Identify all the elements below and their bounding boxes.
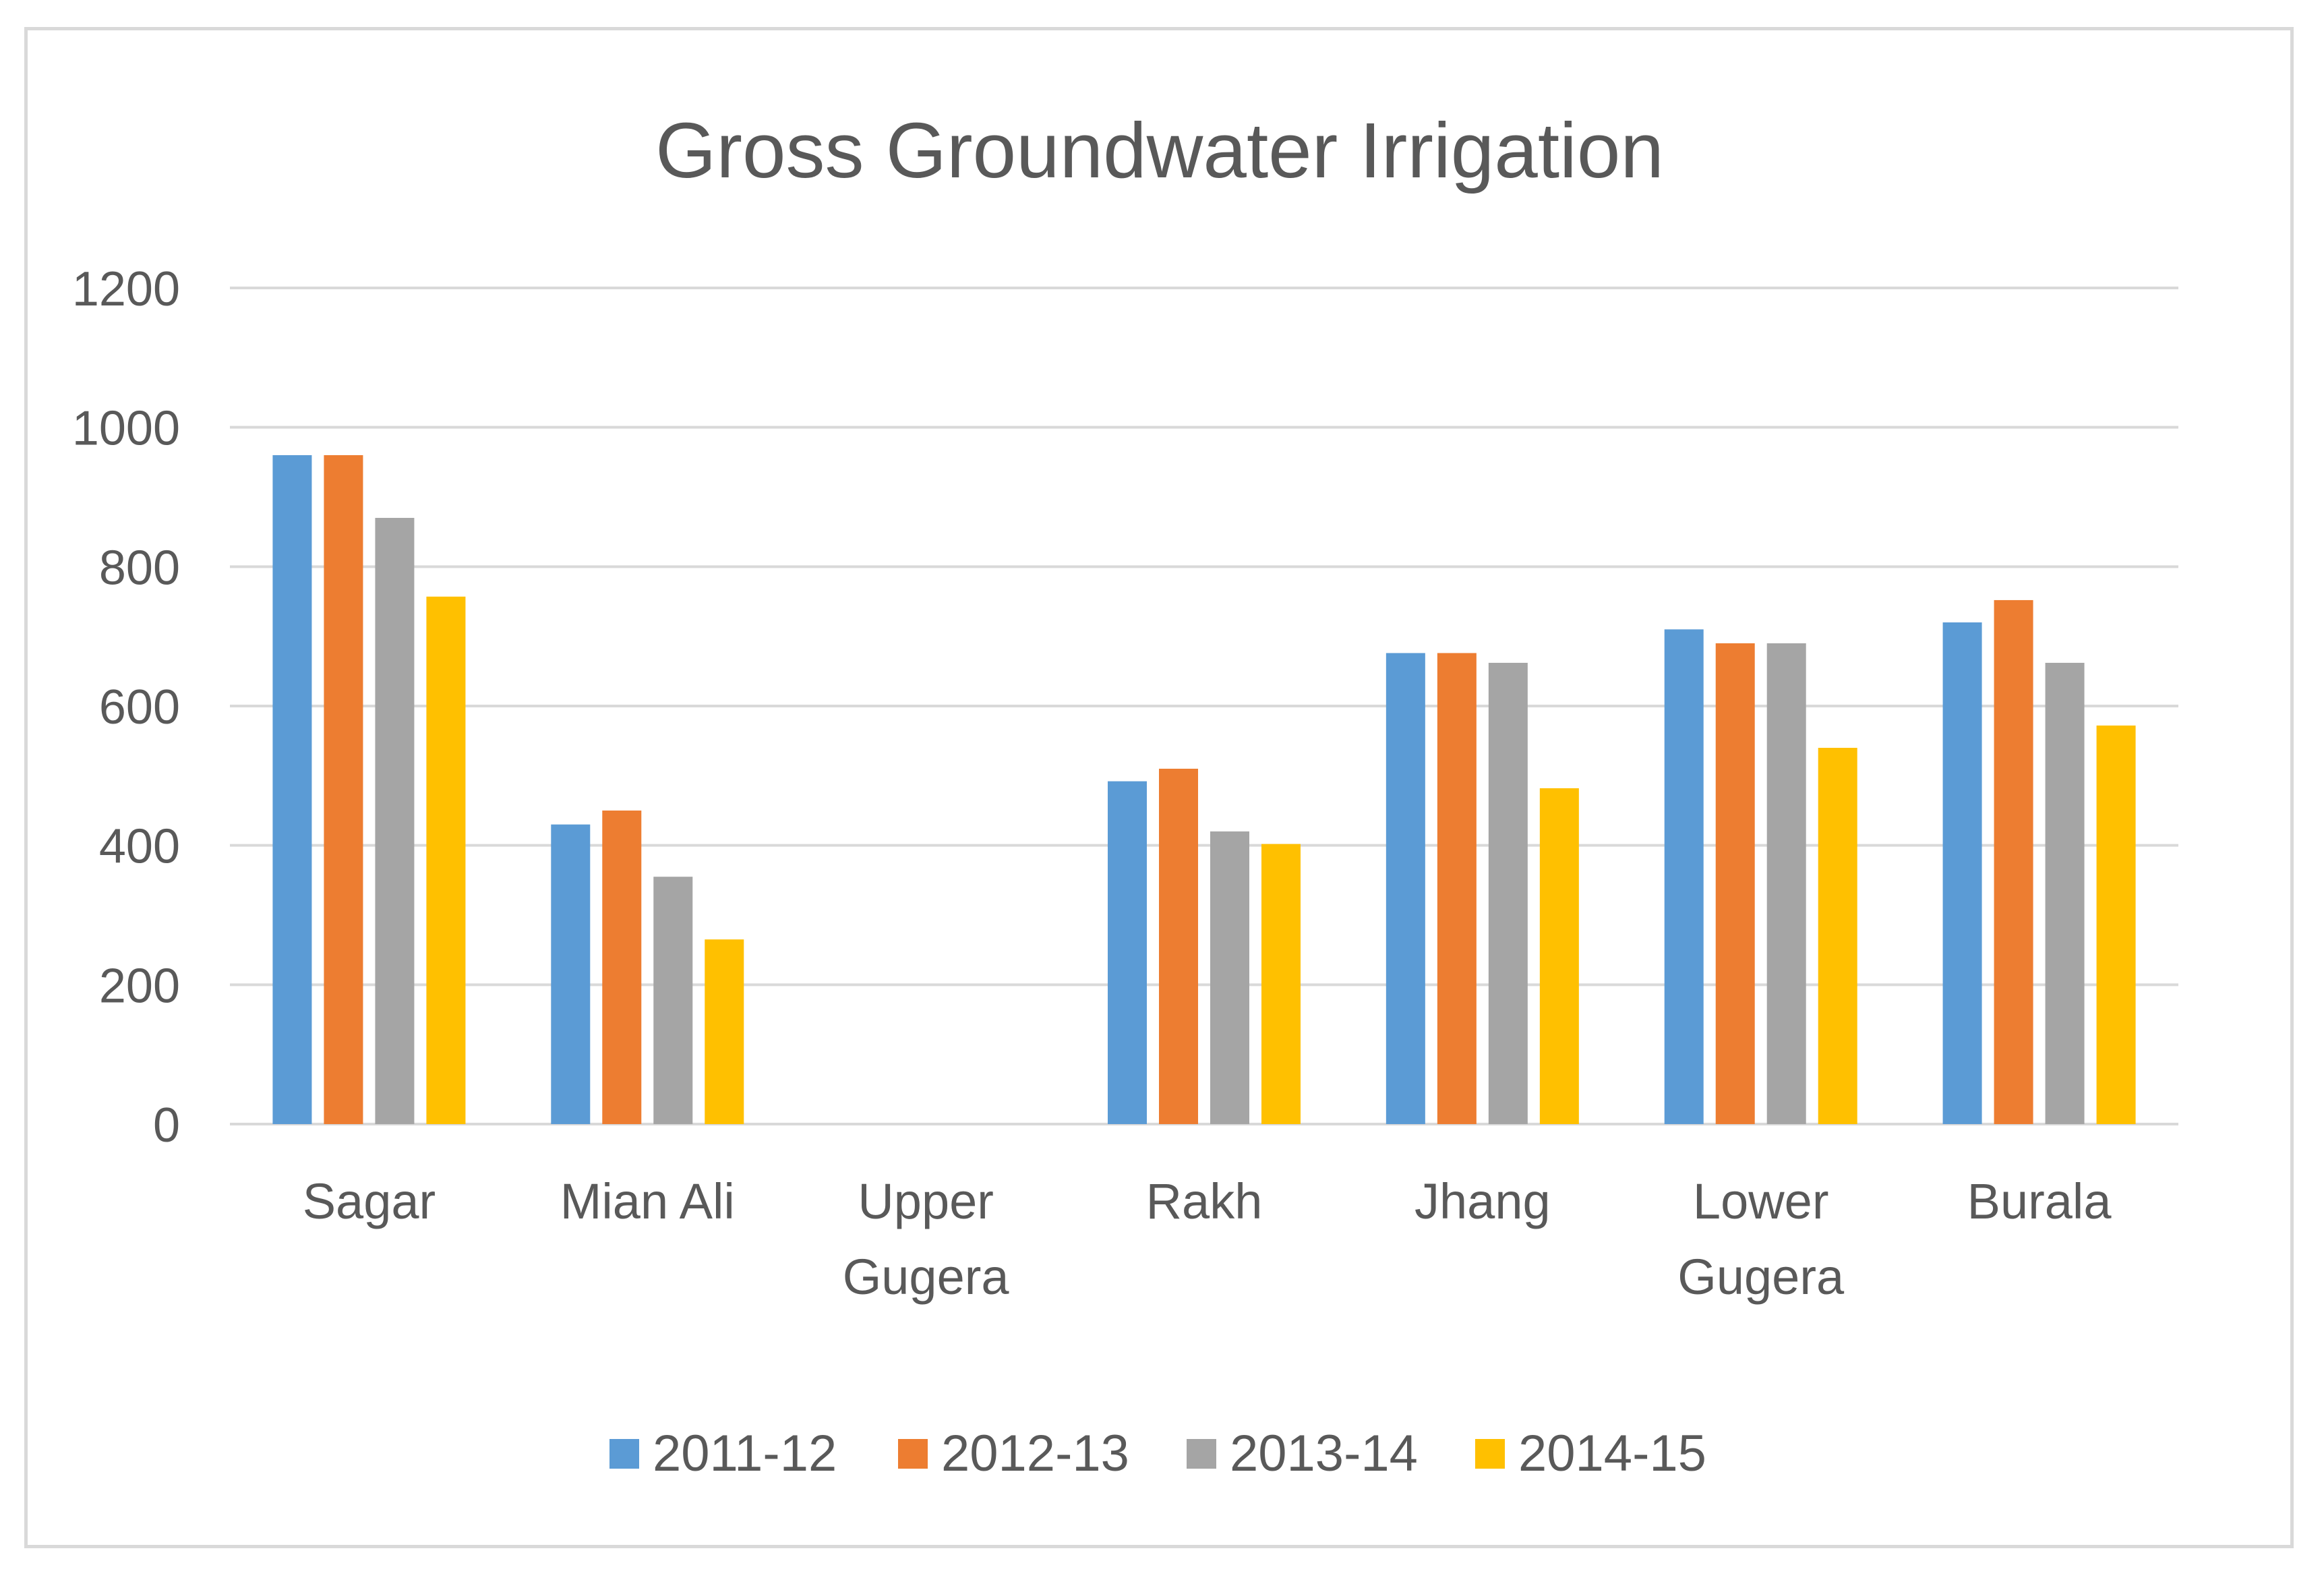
bar-2012-13-burala xyxy=(1994,599,2033,1124)
bar-2014-15-lower-gugera xyxy=(1818,748,1857,1124)
x-axis-categories: Sagar Mian Ali Upper Gugera Rakh Jhang Lower Gu… xyxy=(303,1173,2112,1305)
bar-2014-15-burala xyxy=(2096,725,2136,1124)
x-category-label-line: Lower xyxy=(1693,1173,1829,1229)
x-category-label: Sagar xyxy=(303,1173,436,1229)
bar-2012-13-rakh xyxy=(1159,769,1198,1124)
x-category-label: Burala xyxy=(1967,1173,2112,1229)
x-category-label-line: Burala xyxy=(1967,1173,2112,1229)
legend-label: 2011-12 xyxy=(653,1425,837,1482)
y-tick-label: 0 xyxy=(153,1098,180,1152)
bar-2014-15-sagar xyxy=(426,596,466,1124)
y-tick-label: 1000 xyxy=(72,402,180,456)
legend-swatch-2014-15 xyxy=(1475,1439,1505,1469)
x-category-label-line: Upper xyxy=(858,1173,994,1229)
chart-svg: Gross Groundwater Irrigation 0 200 400 600 8… xyxy=(72,107,2178,1482)
bar-2012-13-sagar xyxy=(324,455,363,1124)
legend: 2011-12 2012-13 2013-14 2014-15 xyxy=(609,1425,1706,1482)
bar-2013-14-mian ali xyxy=(653,877,693,1124)
bar-2011-12-jhang xyxy=(1386,653,1425,1124)
x-category-label: Mian Ali xyxy=(560,1173,735,1229)
bar-2011-12-burala xyxy=(1942,622,1982,1124)
x-category-label: Lower Gugera xyxy=(1677,1173,1845,1305)
x-category-label-line: Gugera xyxy=(1677,1249,1845,1305)
legend-label: 2013-14 xyxy=(1230,1425,1418,1482)
bar-2012-13-lower-gugera xyxy=(1715,643,1755,1124)
grid-layer xyxy=(230,287,2178,1125)
x-category-label: Rakh xyxy=(1146,1173,1263,1229)
legend-label: 2014-15 xyxy=(1518,1425,1706,1482)
bar-2013-14-jhang xyxy=(1488,662,1528,1124)
bars xyxy=(272,455,2136,1124)
y-tick-label: 1200 xyxy=(72,262,180,316)
bar-2013-14-sagar xyxy=(375,518,415,1124)
bar-2011-12-rakh xyxy=(1108,781,1147,1124)
legend-swatch-2011-12 xyxy=(609,1439,639,1469)
bar-2013-14-burala xyxy=(2045,662,2085,1124)
bar-2014-15-rakh xyxy=(1261,844,1301,1124)
x-category-label-line: Sagar xyxy=(303,1173,436,1229)
bar-2011-12-mian ali xyxy=(551,824,591,1124)
x-category-label: Jhang xyxy=(1414,1173,1551,1229)
bar-2011-12-sagar xyxy=(272,455,312,1124)
legend-swatch-2012-13 xyxy=(898,1439,928,1469)
x-category-label-line: Jhang xyxy=(1414,1173,1551,1229)
bar-2012-13-jhang xyxy=(1437,653,1477,1124)
legend-swatch-2013-14 xyxy=(1187,1439,1216,1469)
x-category-label: Upper Gugera xyxy=(843,1173,1010,1305)
y-axis-ticks: 0 200 400 600 800 1000 1200 xyxy=(72,262,180,1152)
x-category-label-line: Gugera xyxy=(843,1249,1010,1305)
y-tick-label: 400 xyxy=(99,820,180,874)
bar-2014-15-mian ali xyxy=(705,939,744,1124)
bar-2014-15-jhang xyxy=(1539,788,1579,1124)
x-category-label-line: Mian Ali xyxy=(560,1173,735,1229)
bar-2012-13-mian ali xyxy=(602,811,642,1124)
chart-title: Gross Groundwater Irrigation xyxy=(655,107,1664,194)
legend-label: 2012-13 xyxy=(941,1425,1129,1482)
bar-2011-12-lower-gugera xyxy=(1664,629,1704,1124)
chart-frame: Gross Groundwater Irrigation 0 200 400 600 8… xyxy=(24,27,2294,1548)
y-tick-label: 200 xyxy=(99,959,180,1013)
bar-2013-14-lower-gugera xyxy=(1766,643,1806,1124)
x-category-label-line: Rakh xyxy=(1146,1173,1263,1229)
bar-2013-14-rakh xyxy=(1210,831,1249,1124)
y-tick-label: 800 xyxy=(99,541,180,595)
y-tick-label: 600 xyxy=(99,680,180,734)
